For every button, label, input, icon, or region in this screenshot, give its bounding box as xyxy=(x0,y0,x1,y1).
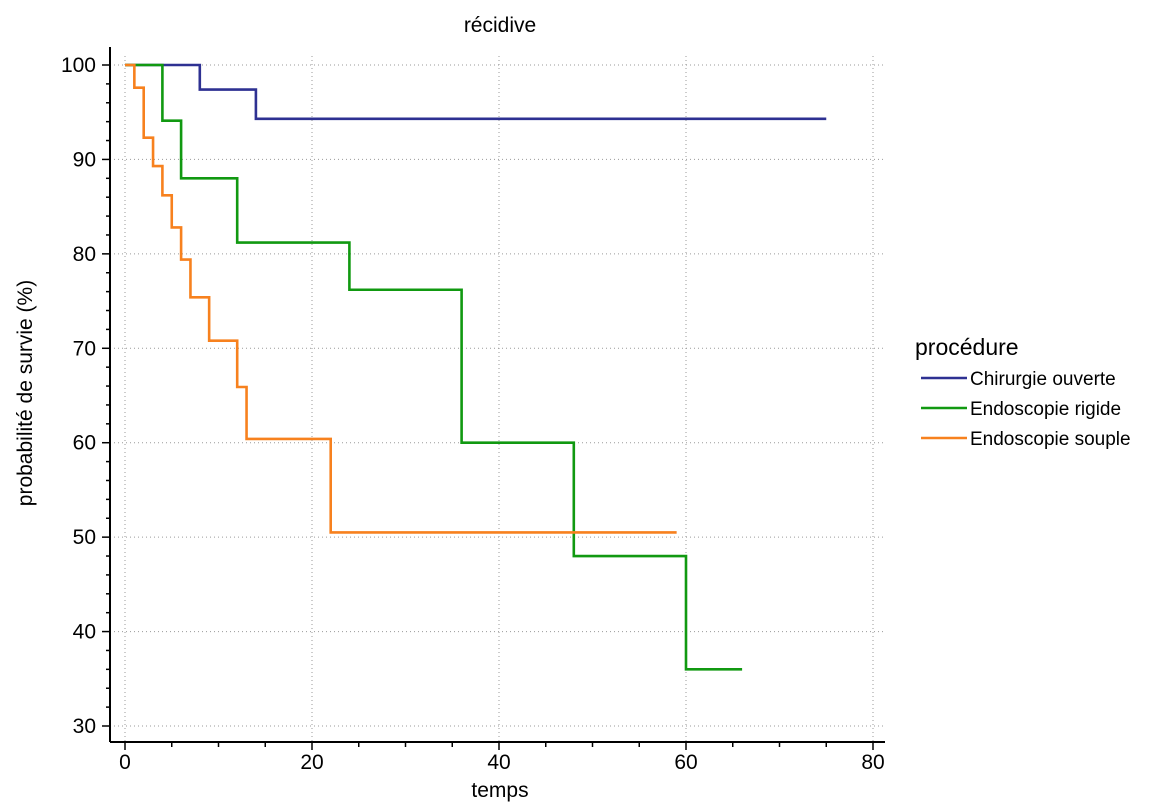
y-tick-label: 60 xyxy=(73,432,96,455)
series-lines xyxy=(125,63,827,671)
x-tick-label: 60 xyxy=(674,751,697,774)
y-tick-label: 40 xyxy=(73,621,96,644)
legend-entry-label: Endoscopie souple xyxy=(970,429,1131,450)
y-tick-label: 90 xyxy=(73,148,96,171)
legend-entry-label: Chirurgie ouverte xyxy=(970,369,1116,390)
series-line xyxy=(125,63,827,121)
y-tick-label: 100 xyxy=(61,54,96,77)
legend: procédure Chirurgie ouverte Endoscopie ri… xyxy=(915,334,1131,450)
axes xyxy=(102,47,885,750)
x-tick-label: 20 xyxy=(300,751,323,774)
series-line xyxy=(125,63,677,534)
x-tick-label: 0 xyxy=(119,751,131,774)
y-tick-label: 70 xyxy=(73,337,96,360)
y-tick-label: 50 xyxy=(73,526,96,549)
series-line xyxy=(125,63,743,671)
legend-title: procédure xyxy=(915,334,1019,360)
tick-labels: 30 40 50 60 70 80 90 100 0 20 40 60 80 xyxy=(61,54,885,774)
x-tick-label: 80 xyxy=(861,751,884,774)
grid-lines xyxy=(110,56,885,742)
chart-title: récidive xyxy=(464,14,536,37)
y-tick-label: 30 xyxy=(73,715,96,738)
y-tick-label: 80 xyxy=(73,243,96,266)
x-tick-label: 40 xyxy=(487,751,510,774)
legend-entry-label: Endoscopie rigide xyxy=(970,399,1121,420)
y-axis-title: probabilité de survie (%) xyxy=(14,280,37,506)
x-axis-title: temps xyxy=(471,779,528,802)
